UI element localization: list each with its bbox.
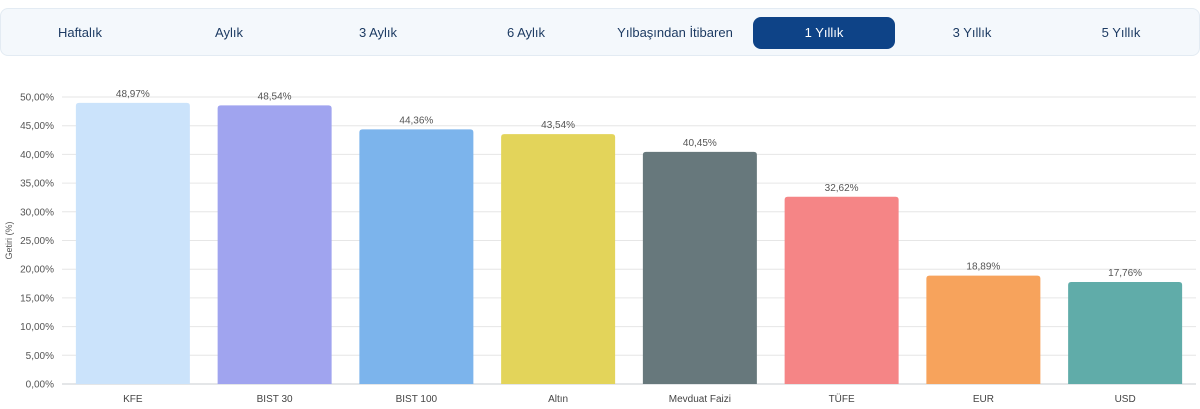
x-tick-label: Altın xyxy=(548,394,568,405)
returns-bar-chart: 0,00% 5,00% 10,00% 15,00% 20,00% 25,00% 30,00%… xyxy=(4,89,1196,405)
y-tick-label: 0,00% xyxy=(26,380,54,391)
bar xyxy=(642,151,757,384)
tab-1[interactable]: Haftalık xyxy=(57,25,103,40)
y-tick-label: 25,00% xyxy=(20,236,54,247)
period-tab-bar: Haftalık Aylık 3 Aylık 6 Aylık Yılbaşından İ… xyxy=(0,8,1200,56)
x-tick-label: BIST 30 xyxy=(257,394,293,405)
bar xyxy=(75,102,190,384)
tab-3[interactable]: 3 Aylık xyxy=(358,25,398,40)
data-label: 40,45% xyxy=(683,138,717,149)
data-label: 17,76% xyxy=(1108,268,1142,279)
y-tick-label: 35,00% xyxy=(20,179,54,190)
y-axis-label: Getiri (%) xyxy=(4,221,14,259)
bar xyxy=(359,129,474,384)
tab-8[interactable]: 5 Yıllık xyxy=(1101,25,1141,40)
x-tick-label: TÜFE xyxy=(829,393,855,405)
bar xyxy=(784,196,899,384)
tab-7[interactable]: 3 Yıllık xyxy=(952,25,992,40)
y-tick-label: 50,00% xyxy=(20,93,54,104)
bar xyxy=(926,275,1041,384)
tab-5[interactable]: Yılbaşından İtibaren xyxy=(617,25,733,40)
bar xyxy=(501,134,616,384)
x-tick-label: USD xyxy=(1115,394,1136,405)
x-tick-label: KFE xyxy=(123,394,143,405)
x-tick-label: BIST 100 xyxy=(396,394,438,405)
y-tick-label: 10,00% xyxy=(20,322,54,333)
x-tick-label: Mevduat Faizi xyxy=(669,394,731,405)
y-tick-label: 45,00% xyxy=(20,121,54,132)
data-label: 48,97% xyxy=(116,89,150,100)
data-label: 18,89% xyxy=(966,262,1000,273)
y-tick-label: 5,00% xyxy=(26,351,54,362)
data-label: 48,54% xyxy=(258,91,292,102)
x-tick-label: EUR xyxy=(973,394,994,405)
data-label: 44,36% xyxy=(399,115,433,126)
y-tick-label: 30,00% xyxy=(20,207,54,218)
data-label: 43,54% xyxy=(541,120,575,131)
bar xyxy=(1068,282,1183,384)
tab-2[interactable]: Aylık xyxy=(215,25,243,40)
y-tick-label: 15,00% xyxy=(20,293,54,304)
y-tick-label: 20,00% xyxy=(20,265,54,276)
data-label: 32,62% xyxy=(825,183,859,194)
y-tick-label: 40,00% xyxy=(20,150,54,161)
bar xyxy=(217,105,332,384)
tab-6[interactable]: 1 Yıllık xyxy=(753,17,895,49)
tab-4[interactable]: 6 Aylık xyxy=(506,25,546,40)
